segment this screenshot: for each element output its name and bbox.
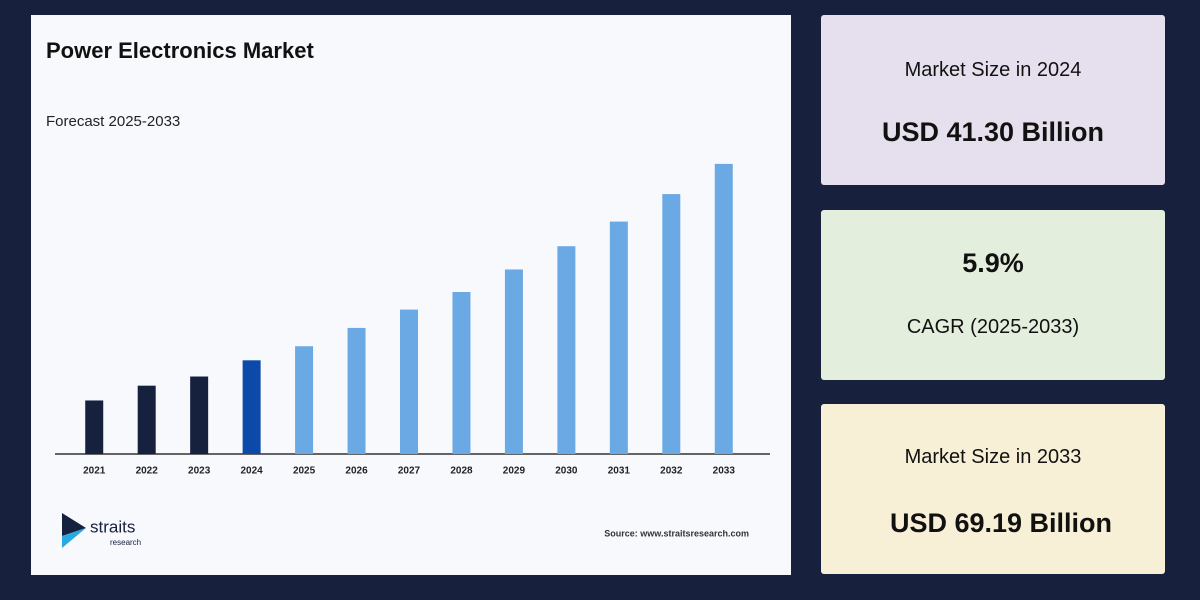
x-tick-label: 2031 xyxy=(608,466,631,477)
x-tick-label: 2029 xyxy=(503,466,526,477)
x-tick-label: 2032 xyxy=(660,466,683,477)
x-tick-label: 2027 xyxy=(398,466,421,477)
card-label: Market Size in 2024 xyxy=(904,59,1082,81)
card-label: CAGR (2025-2033) xyxy=(906,316,1080,338)
x-tick-label: 2028 xyxy=(450,466,473,477)
x-tick-label: 2024 xyxy=(240,466,263,477)
bar xyxy=(609,221,628,454)
x-tick-label: 2030 xyxy=(555,466,578,477)
logo-mark xyxy=(62,513,86,536)
bar xyxy=(242,360,261,454)
chart-title: Power Electronics Market xyxy=(46,38,314,63)
bar xyxy=(400,309,418,454)
card-value: 5.9% xyxy=(962,248,1024,278)
logo-name: straits xyxy=(90,517,135,536)
bar xyxy=(347,327,366,454)
card-label: Market Size in 2033 xyxy=(904,446,1082,468)
bar xyxy=(190,376,209,454)
x-tick-label: 2022 xyxy=(136,466,159,477)
card: Market Size in 2033 USD 69.19 Billion xyxy=(821,404,1165,574)
card: Market Size in 2024 USD 41.30 Billion xyxy=(821,15,1165,185)
bar xyxy=(714,163,733,454)
bar xyxy=(85,400,104,454)
bar xyxy=(557,246,576,454)
bar xyxy=(662,194,681,455)
logo-mark xyxy=(62,528,86,548)
x-tick-label: 2033 xyxy=(713,466,736,477)
x-tick-label: 2026 xyxy=(345,466,368,477)
chart-subtitle: Forecast 2025-2033 xyxy=(46,113,180,130)
bar xyxy=(295,346,314,454)
logo-sub: research xyxy=(110,538,141,547)
source: Source: www.straitsresearch.com xyxy=(604,528,749,538)
x-tick-label: 2021 xyxy=(83,466,106,477)
x-tick-label: 2025 xyxy=(293,466,316,477)
card-value: USD 41.30 Billion xyxy=(881,117,1105,147)
bar xyxy=(137,385,156,454)
logo: straits research xyxy=(62,513,141,548)
card: 5.9% CAGR (2025-2033) xyxy=(821,210,1165,380)
bar xyxy=(452,292,471,454)
card-value: USD 69.19 Billion xyxy=(889,508,1113,538)
x-tick-label: 2023 xyxy=(188,466,211,477)
bar xyxy=(504,269,523,454)
